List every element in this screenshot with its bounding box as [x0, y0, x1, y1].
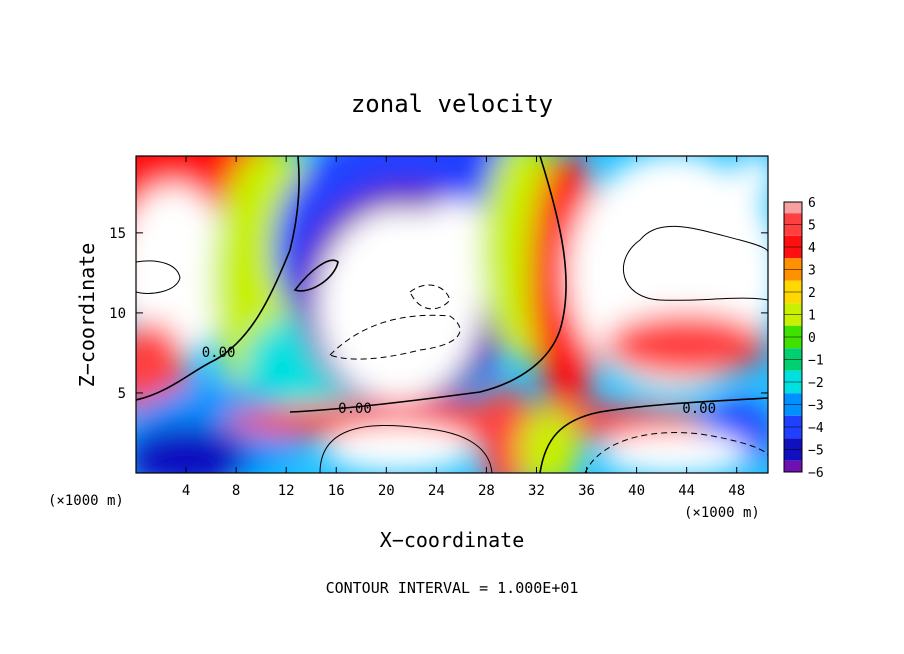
contour-interval-note: CONTOUR INTERVAL = 1.000E+01	[326, 579, 579, 597]
y-axis: 5 10 15	[109, 226, 768, 402]
colorbar-label: −5	[808, 444, 824, 459]
x-tick-label: 40	[628, 483, 645, 499]
colorbar-label: 0	[808, 331, 816, 346]
field-region	[323, 424, 474, 473]
negative-contour-line	[584, 432, 768, 473]
colorbar-swatch	[784, 314, 802, 326]
x-unit-right: (×1000 m)	[684, 505, 760, 521]
x-tick-label: 44	[678, 483, 695, 499]
colorbar-swatch	[784, 303, 802, 315]
colorbar-label: 2	[808, 286, 816, 301]
y-tick-label: 10	[109, 306, 126, 322]
zero-contour-line	[289, 156, 567, 413]
colorbar-swatch	[784, 359, 802, 371]
positive-contour-line	[319, 425, 493, 473]
x-tick-label: 16	[328, 483, 345, 499]
colorbar-swatch	[784, 404, 802, 416]
positive-contour-line	[623, 225, 768, 301]
contour-lines	[136, 156, 768, 473]
contour-label: 0.00	[338, 401, 372, 417]
colorbar-label: 6	[808, 196, 816, 211]
plot-area: 0.00 0.00 0.00	[136, 156, 768, 473]
x-tick-label: 48	[728, 483, 745, 499]
colorbar-label: −1	[808, 354, 824, 369]
colorbar-label: −2	[808, 376, 824, 391]
x-unit-left: (×1000 m)	[48, 493, 124, 509]
field-region	[517, 408, 581, 473]
x-tick-label: 36	[578, 483, 595, 499]
contour-label: 0.00	[682, 401, 716, 417]
x-tick-label: 12	[278, 483, 295, 499]
chart-title: zonal velocity	[351, 90, 553, 118]
field-region	[136, 184, 230, 361]
colorbar-swatch	[784, 382, 802, 394]
positive-contour-line	[136, 260, 181, 294]
colorbar-swatch	[784, 427, 802, 439]
colorbar-swatch	[784, 213, 802, 225]
negative-contour-line	[329, 314, 461, 360]
velocity-field	[136, 156, 768, 473]
colorbar-swatch	[784, 258, 802, 270]
colorbar-swatch	[784, 325, 802, 337]
colorbar-swatch	[784, 235, 802, 247]
x-axis: 4 8 12 16 20 24 28 32 36 40 44 48	[182, 156, 745, 499]
x-axis-label: X−coordinate	[380, 528, 525, 552]
x-tick-label: 8	[232, 483, 240, 499]
zero-contour-line	[136, 156, 300, 401]
colorbar-swatch	[784, 460, 802, 472]
colorbar-label: 5	[808, 219, 816, 234]
x-tick-label: 24	[428, 483, 445, 499]
colorbar-swatch	[784, 370, 802, 382]
y-tick-label: 5	[118, 386, 126, 402]
x-tick-label: 20	[378, 483, 395, 499]
colorbar-swatch	[784, 337, 802, 349]
x-tick-label: 28	[478, 483, 495, 499]
negative-contour-line	[409, 284, 451, 310]
colorbar: 6 5 4 3 2 1 0 −1 −2 −3 −4 −5 −6	[783, 196, 824, 481]
colorbar-swatch	[784, 247, 802, 259]
field-region	[736, 156, 768, 201]
field-region	[599, 431, 750, 473]
y-tick-label: 15	[109, 226, 126, 242]
colorbar-swatch	[784, 269, 802, 281]
contour-labels: 0.00 0.00 0.00	[202, 345, 716, 417]
field-region	[480, 384, 531, 473]
colorbar-swatch	[784, 393, 802, 405]
field-region	[605, 312, 768, 377]
colorbar-label: −4	[808, 421, 824, 436]
colorbar-swatch	[784, 292, 802, 304]
plot-frame	[135, 155, 769, 474]
zero-contour-line	[293, 259, 339, 292]
zero-contour-line	[539, 397, 768, 473]
colorbar-swatch	[784, 449, 802, 461]
colorbar-swatch	[784, 348, 802, 360]
colorbar-swatch	[784, 280, 802, 292]
colorbar-label: −3	[808, 399, 824, 414]
colorbar-swatch	[784, 415, 802, 427]
contour-label: 0.00	[202, 345, 236, 361]
y-axis-label: Z−coordinate	[75, 243, 99, 388]
colorbar-swatch	[784, 438, 802, 450]
colorbar-label: 3	[808, 264, 816, 279]
colorbar-label: 1	[808, 309, 816, 324]
colorbar-label: −6	[808, 466, 824, 481]
x-tick-label: 4	[182, 483, 190, 499]
x-tick-label: 32	[528, 483, 545, 499]
colorbar-label: 4	[808, 241, 816, 256]
colorbar-swatch	[784, 224, 802, 236]
field-region	[136, 424, 249, 473]
colorbar-swatch	[784, 202, 802, 214]
